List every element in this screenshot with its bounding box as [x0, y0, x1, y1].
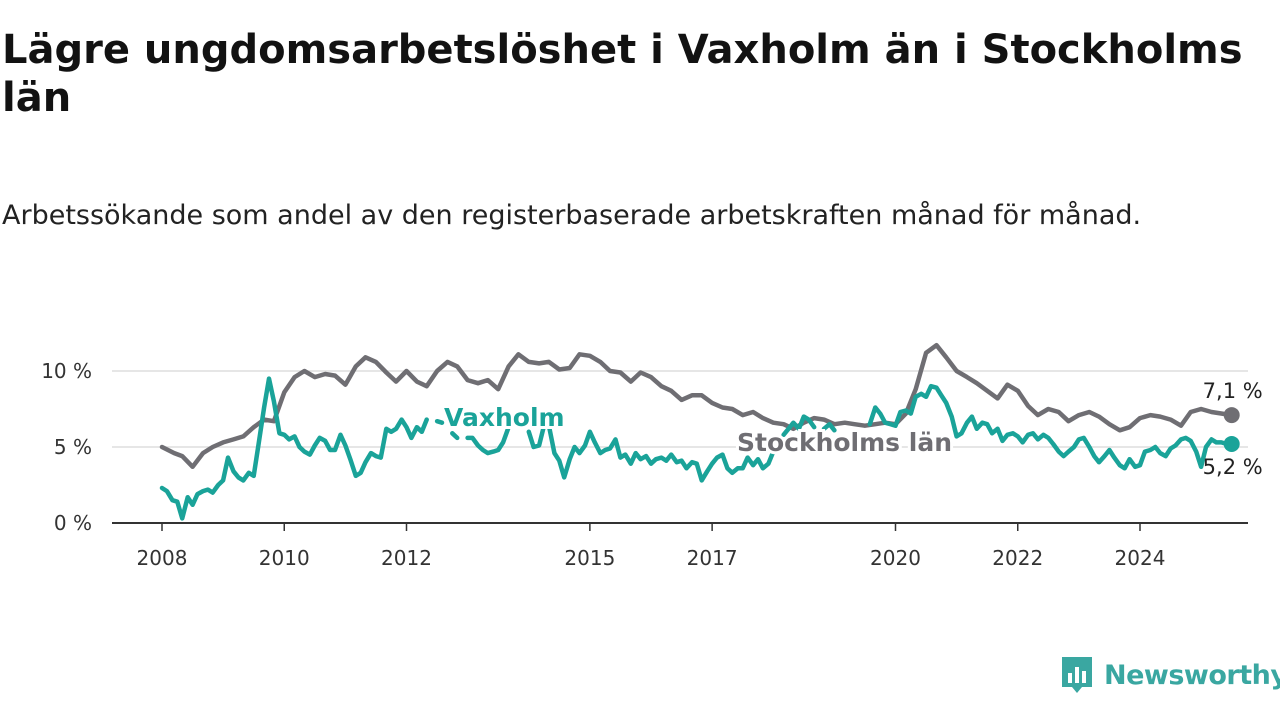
series-line-vaxholm	[450, 431, 460, 441]
x-tick-label: 2017	[687, 546, 738, 570]
x-tick-label: 2024	[1115, 546, 1166, 570]
end-point-stockholm	[1223, 407, 1240, 424]
series-label-vaxholm: Vaxholm	[444, 403, 565, 432]
series-line-vaxholm	[867, 383, 1234, 471]
series-lines	[159, 342, 1234, 521]
y-tick-label: 0 %	[54, 511, 92, 535]
line-chart: 0 %5 %10 % 2008 2010 2012 2015 2017 2020 2022 2…	[41, 342, 1263, 570]
x-tick-label: 2010	[259, 546, 310, 570]
brand-logo: Newsworthy	[1060, 653, 1280, 697]
series-line-vaxholm	[159, 376, 429, 521]
chart-title: Lägre ungdomsarbetslöshet i Vaxholm än i…	[2, 27, 1243, 121]
series-line-vaxholm	[781, 414, 817, 438]
x-tick-label: 2022	[992, 546, 1043, 570]
series-line-vaxholm	[465, 420, 516, 456]
x-tick-label: 2015	[564, 546, 615, 570]
series-label-stockholm: Stockholms län	[737, 428, 952, 457]
end-value-label-vaxholm: 5,2 %	[1203, 455, 1263, 479]
x-tick-label: 2020	[870, 546, 921, 570]
brand-name: Newsworthy	[1104, 659, 1280, 691]
series-line-vaxholm	[434, 418, 445, 425]
series-line-vaxholm	[821, 421, 837, 433]
series-line-stockholm	[159, 342, 1234, 470]
x-tick-label: 2012	[381, 546, 432, 570]
y-tick-label: 5 %	[54, 435, 92, 459]
y-tick-label: 10 %	[41, 359, 92, 383]
end-point-vaxholm	[1223, 435, 1240, 452]
y-axis-ticks: 0 % 5 % 10 %	[41, 359, 92, 535]
end-value-label-stockholm: 7,1 %	[1203, 379, 1263, 403]
chart-subtitle: Arbetssökande som andel av den registerb…	[2, 200, 1142, 231]
series-line-vaxholm	[526, 423, 776, 483]
bar-chart-badge-icon	[1062, 657, 1092, 693]
x-axis-ticks: 2008 2010 2012 2015 2017 2020 2022 2024	[112, 522, 1248, 570]
x-tick-label: 2008	[137, 546, 188, 570]
